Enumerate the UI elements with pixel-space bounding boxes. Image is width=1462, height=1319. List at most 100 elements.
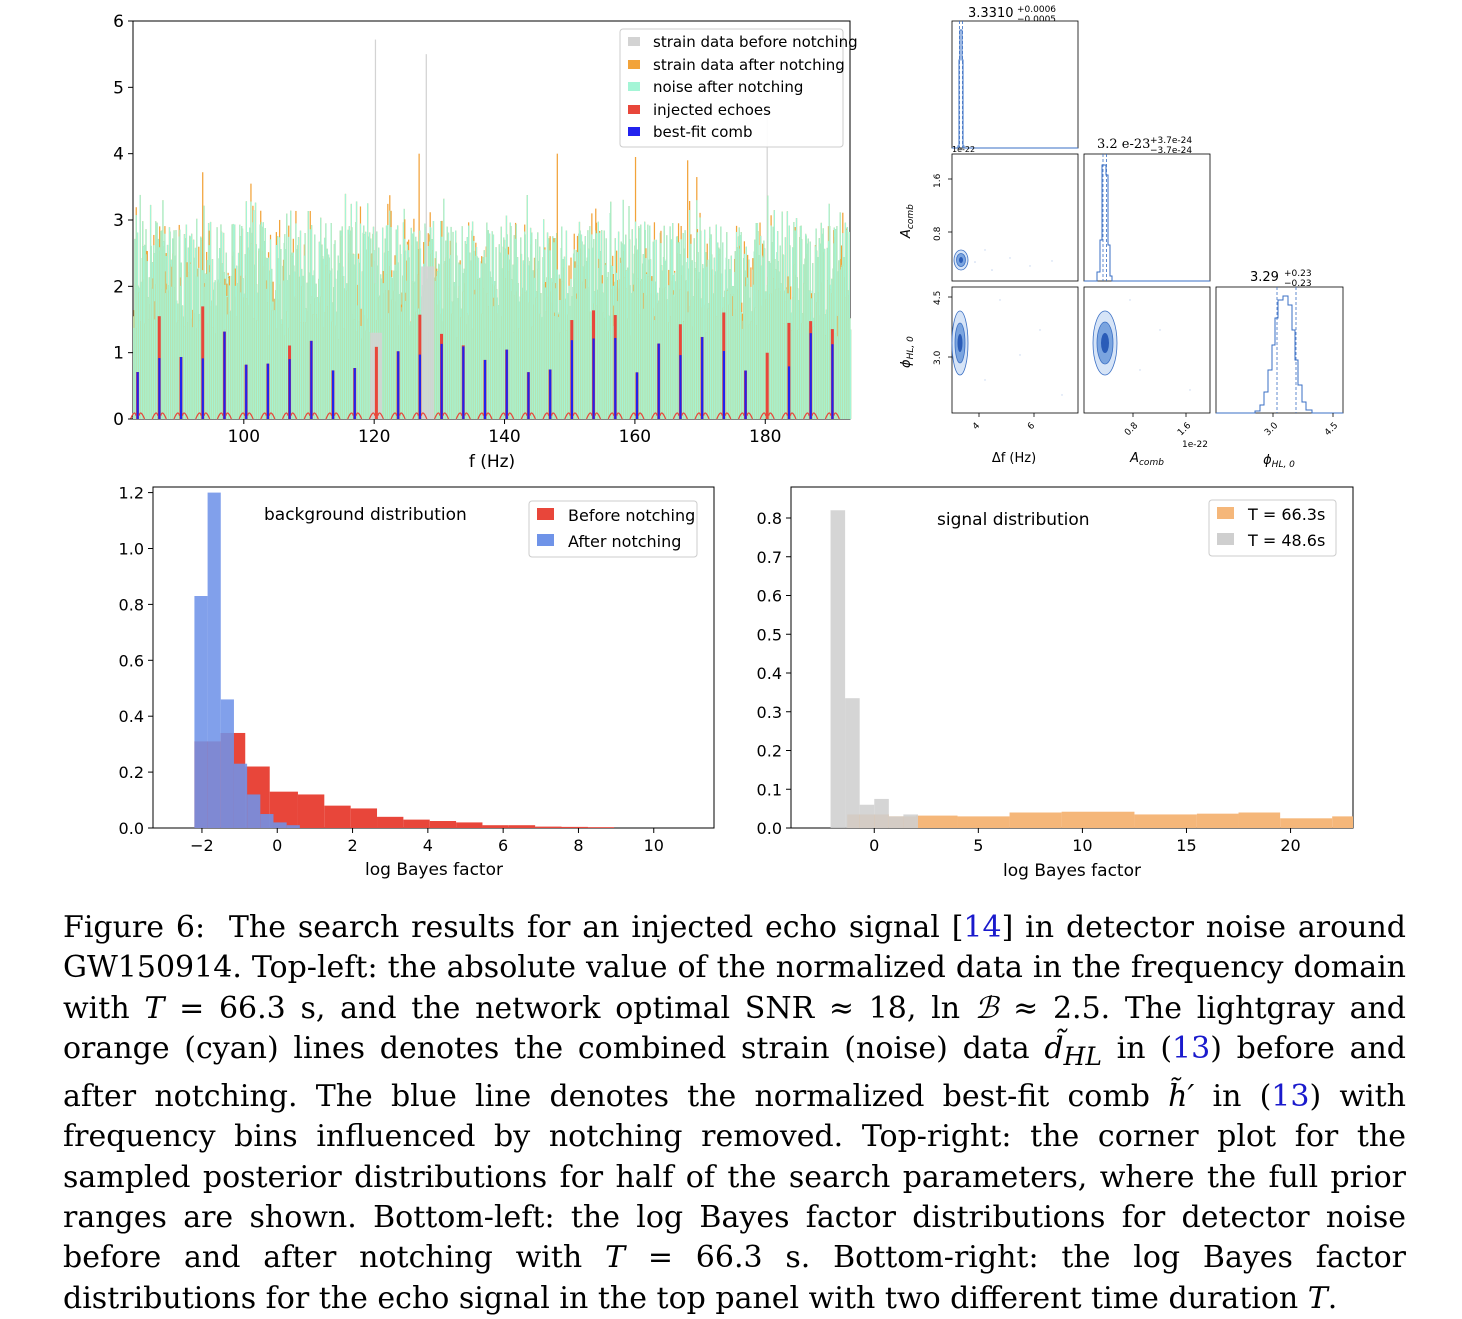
noise-bar	[138, 287, 140, 419]
noise-bar	[335, 278, 337, 419]
y-tick-label: 0.3	[757, 703, 782, 722]
corner-ytick-acomb-1.6: 1.6	[933, 173, 943, 188]
noise-bar	[198, 267, 200, 419]
histogram-bar	[874, 798, 889, 828]
echo-sidelobe	[433, 412, 450, 420]
noise-bar	[338, 262, 341, 419]
noise-bar	[344, 193, 347, 419]
noise-bar	[160, 230, 162, 419]
noise-bar	[474, 294, 476, 419]
noise-bar	[793, 222, 795, 419]
noise-bar	[623, 244, 626, 419]
noise-bar	[539, 313, 541, 419]
noise-bar	[348, 253, 350, 419]
legend-label-before-notching: Before notching	[568, 506, 695, 525]
noise-bar	[565, 230, 568, 419]
noise-bar	[627, 267, 629, 419]
equation-link-13[interactable]: 13	[1172, 1030, 1211, 1066]
noise-bar	[667, 305, 669, 419]
noise-bar	[270, 282, 272, 419]
noise-bar	[640, 280, 643, 419]
best-fit-comb-line	[288, 359, 291, 419]
noise-bar	[760, 235, 762, 419]
noise-bar	[767, 195, 769, 419]
noise-bar	[265, 257, 267, 419]
noise-bar	[207, 223, 210, 419]
noise-bar	[842, 265, 845, 419]
noise-bar	[232, 223, 234, 419]
noise-bar	[447, 234, 449, 419]
echo-sidelobe	[651, 412, 667, 420]
noise-bar	[817, 256, 819, 419]
noise-bar	[683, 321, 685, 419]
y-tick-label: 0.7	[757, 548, 782, 567]
legend-label-after: strain data after notching	[653, 56, 845, 74]
noise-bar	[801, 239, 803, 419]
y-tick-label: 0.8	[119, 595, 144, 614]
corner-title-df: 3.3310	[968, 6, 1014, 21]
echo-sidelobe	[629, 412, 645, 420]
echo-sidelobe	[672, 412, 688, 420]
noise-bar	[527, 257, 529, 419]
noise-bar	[553, 242, 555, 419]
noise-bar	[446, 226, 448, 419]
noise-bar	[230, 275, 233, 419]
noise-bar	[676, 236, 678, 419]
signal-axes: 0 5 10 15 20 0.0 0.1 0.2 0.3 0.4 0.5 0.6 0.7 0.8	[757, 509, 1301, 855]
noise-bar	[318, 278, 320, 419]
noise-bar	[189, 235, 191, 419]
noise-bar	[140, 321, 142, 419]
noise-bar	[837, 271, 839, 419]
noise-bar	[595, 233, 598, 419]
noise-bar	[368, 236, 370, 419]
noise-bar	[629, 285, 631, 419]
noise-bar	[445, 240, 447, 419]
noise-bar	[453, 282, 455, 419]
noise-bar	[560, 247, 562, 419]
noise-bar	[526, 195, 528, 419]
noise-bar	[187, 322, 189, 419]
noise-bar	[536, 291, 538, 419]
noise-bar	[691, 260, 693, 419]
noise-bar	[501, 316, 503, 419]
echo-sidelobe	[477, 412, 493, 420]
noise-bar	[514, 238, 517, 419]
noise-bar	[336, 311, 338, 419]
noise-bar	[235, 296, 237, 419]
noise-bar	[781, 211, 783, 419]
noise-bar	[404, 250, 407, 419]
noise-bar	[249, 227, 251, 419]
noise-bar	[280, 319, 283, 419]
noise-bar	[229, 312, 231, 419]
noise-bar	[535, 297, 538, 419]
noise-bar	[710, 234, 712, 419]
best-fit-comb-line	[310, 340, 313, 419]
noise-bar	[199, 320, 201, 419]
x-tick-label: 0	[272, 836, 282, 855]
noise-bar	[241, 228, 244, 419]
noise-bar	[252, 210, 255, 419]
noise-bar	[845, 297, 847, 419]
noise-bar	[221, 263, 223, 419]
corner-ytick-phi-3.0: 3.0	[933, 350, 943, 365]
best-fit-comb-line	[679, 355, 682, 419]
noise-bar	[647, 224, 649, 419]
noise-bar	[671, 280, 673, 419]
noise-bar	[457, 298, 459, 419]
noise-bar	[498, 244, 500, 419]
citation-link-14[interactable]: 14	[963, 910, 1002, 945]
noise-bar	[442, 321, 444, 419]
noise-bar	[284, 234, 286, 419]
noise-bar	[744, 270, 746, 419]
noise-bar	[816, 250, 818, 419]
x-tick-label: 0	[869, 836, 879, 855]
noise-bar	[410, 322, 412, 419]
noise-bar	[479, 277, 481, 419]
noise-bar	[768, 261, 770, 419]
equation-link-13-second[interactable]: 13	[1271, 1079, 1310, 1115]
noise-bar	[805, 235, 807, 419]
noise-bar	[331, 321, 334, 419]
noise-bar	[135, 215, 137, 419]
noise-bar	[795, 218, 798, 419]
noise-bar	[698, 271, 701, 419]
